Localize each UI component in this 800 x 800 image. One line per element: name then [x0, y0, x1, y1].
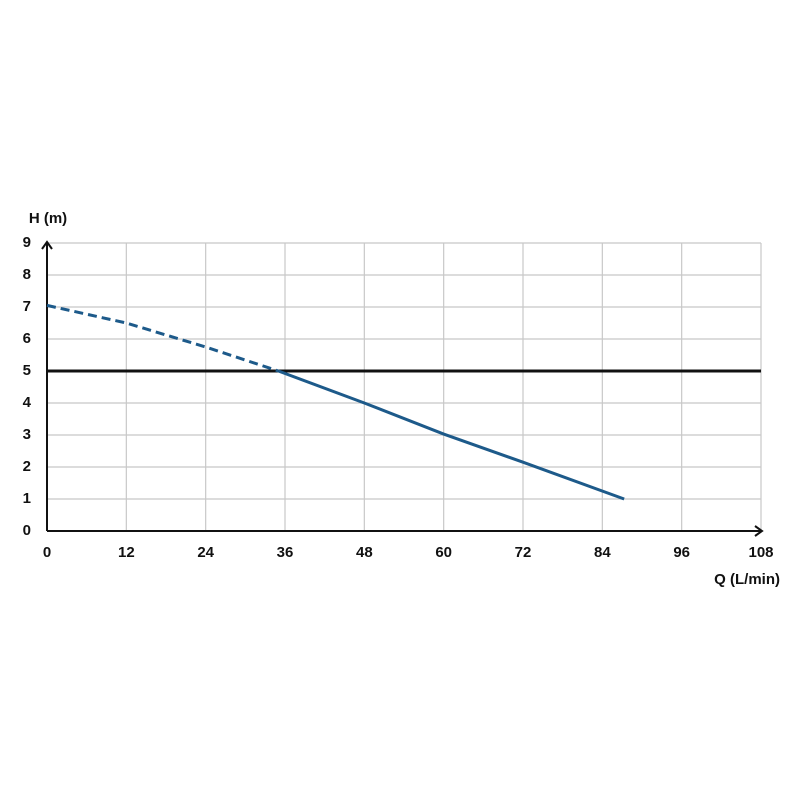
y-tick-label: 0 [23, 522, 31, 539]
x-tick-label: 96 [673, 544, 690, 561]
y-tick-label: 2 [23, 458, 31, 475]
y-tick-label: 9 [23, 234, 31, 251]
series-line [277, 369, 625, 501]
x-tick-label: 72 [515, 544, 532, 561]
x-tick-label: 0 [43, 544, 51, 561]
x-tick-label: 36 [277, 544, 294, 561]
x-axis-arrow [754, 525, 764, 537]
y-axis-label: H (m) [29, 210, 67, 227]
x-axis-label: Q (L/min) [714, 571, 780, 588]
series-line [46, 303, 279, 373]
y-tick-label: 6 [23, 330, 31, 347]
x-tick-label: 48 [356, 544, 373, 561]
x-tick-label: 60 [435, 544, 452, 561]
x-tick-label: 108 [748, 544, 773, 561]
y-tick-label: 7 [23, 298, 31, 315]
y-tick-label: 5 [23, 362, 31, 379]
y-tick-label: 1 [23, 490, 31, 507]
y-axis-arrow [41, 240, 53, 250]
x-tick-label: 84 [594, 544, 611, 561]
y-tick-label: 3 [23, 426, 31, 443]
y-tick-label: 4 [23, 394, 32, 411]
y-tick-label: 8 [23, 266, 31, 283]
x-tick-label: 12 [118, 544, 135, 561]
x-tick-label: 24 [197, 544, 214, 561]
